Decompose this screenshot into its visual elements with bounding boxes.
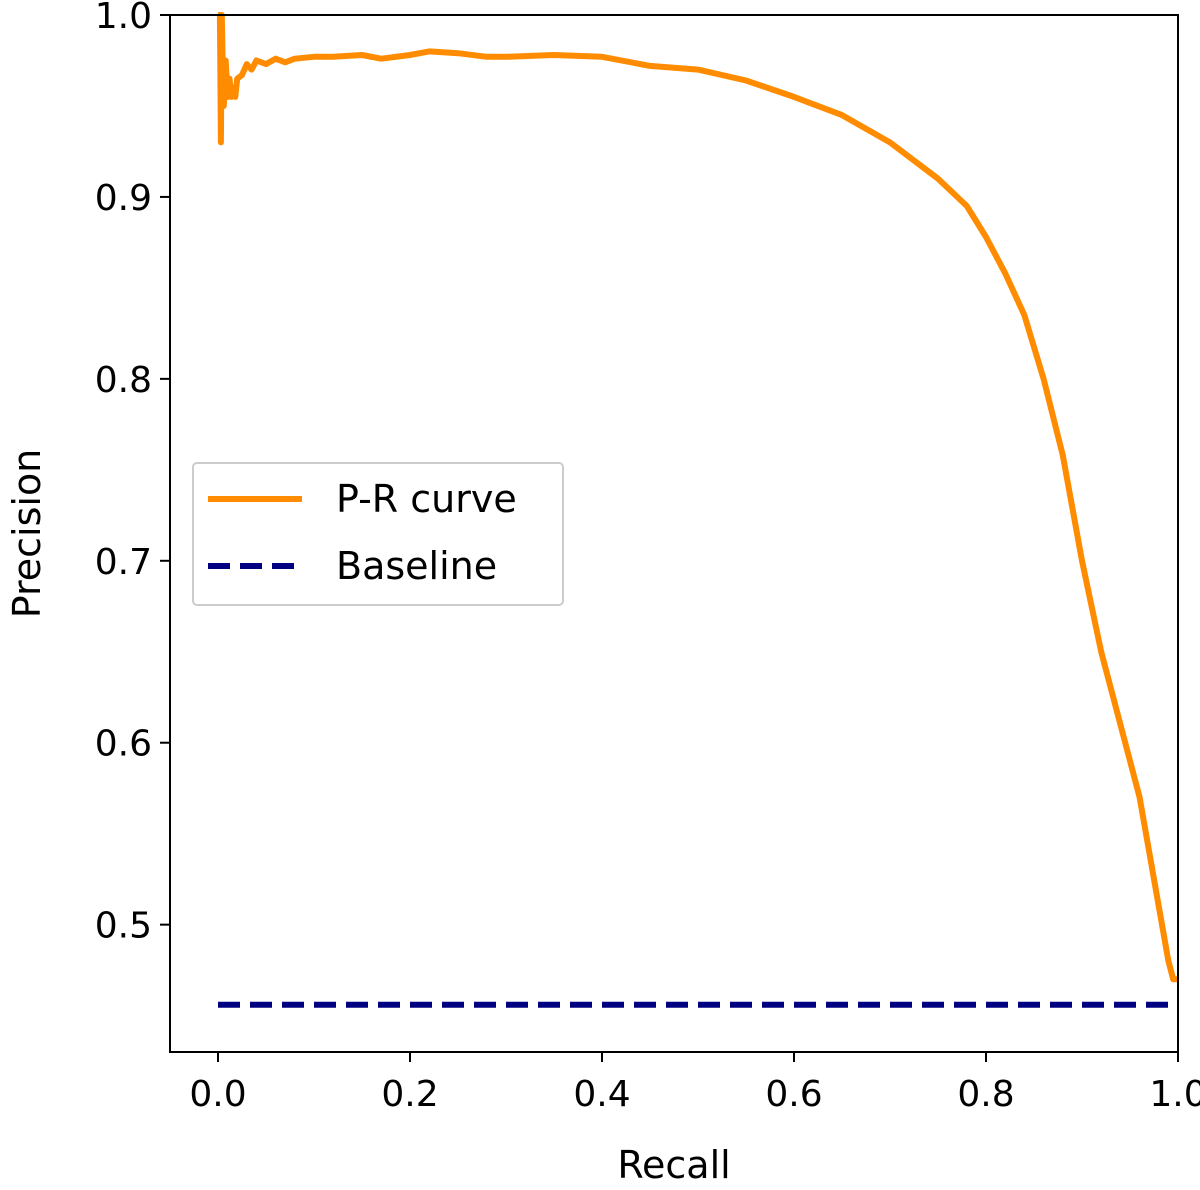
legend-label-pr-curve: P-R curve — [336, 477, 517, 521]
x-axis-label: Recall — [617, 1143, 730, 1187]
y-axis-label: Precision — [5, 449, 49, 619]
x-tick-label: 0.2 — [381, 1074, 438, 1115]
y-tick-label: 0.9 — [95, 178, 152, 219]
y-tick-label: 0.6 — [95, 724, 152, 765]
series-line-p-r-curve — [216, 12, 1178, 983]
x-tick-label: 0.8 — [957, 1074, 1014, 1115]
y-tick-label: 1.0 — [95, 0, 152, 37]
y-tick-label: 0.8 — [95, 360, 152, 401]
y-axis: 0.5 0.6 0.7 0.8 0.9 1.0 — [95, 0, 170, 947]
plot-marks — [216, 12, 1178, 1008]
legend-label-baseline: Baseline — [336, 544, 497, 588]
legend: P-R curve Baseline — [192, 462, 564, 606]
x-tick-label: 0.6 — [765, 1074, 822, 1115]
x-tick-label: 0.4 — [573, 1074, 630, 1115]
x-tick-label: 1.0 — [1149, 1074, 1200, 1115]
y-tick-label: 0.7 — [95, 542, 152, 583]
x-tick-label: 0.0 — [189, 1074, 246, 1115]
x-axis: 0.0 0.2 0.4 0.6 0.8 1.0 — [189, 1052, 1200, 1115]
y-tick-label: 0.5 — [95, 906, 152, 947]
plot-frame — [169, 14, 1179, 1053]
